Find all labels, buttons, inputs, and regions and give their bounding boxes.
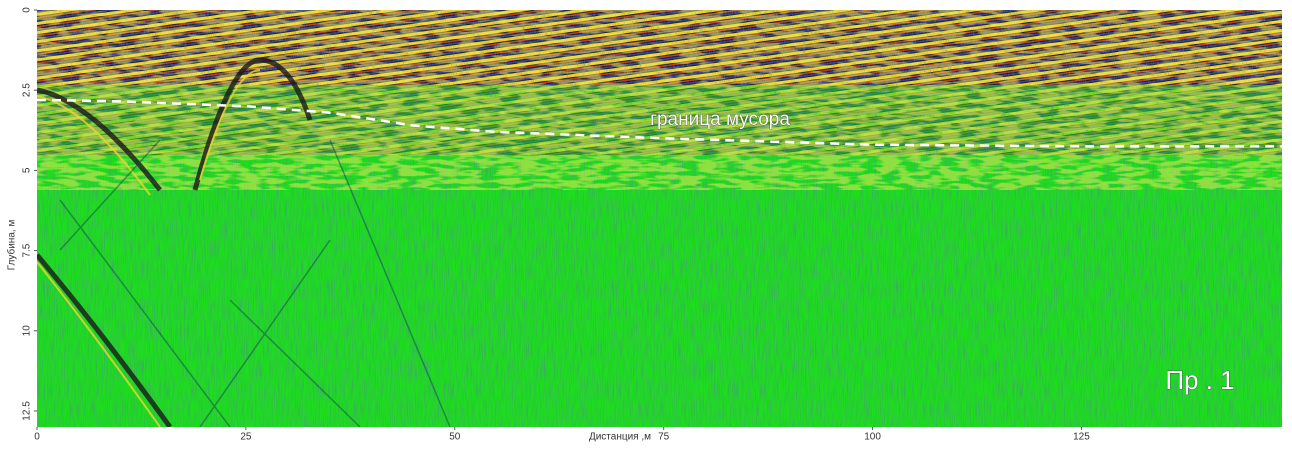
- x-tick-label: 0: [34, 432, 40, 443]
- y-tick-label: 5: [22, 167, 33, 173]
- x-axis-label: Дистанция ,м: [589, 432, 651, 443]
- x-tick-label: 25: [240, 432, 252, 443]
- x-tick-label: 125: [1073, 432, 1090, 443]
- annotation: Пр . 1: [1165, 365, 1234, 395]
- x-tick-label: 50: [449, 432, 461, 443]
- y-tick-label: 7.5: [22, 243, 33, 257]
- y-tick-label: 0: [22, 7, 33, 13]
- x-tick-label: 75: [658, 432, 670, 443]
- radargram: [37, 10, 1282, 427]
- y-tick-label: 10: [22, 325, 33, 337]
- y-tick-label: 12.5: [22, 401, 33, 421]
- y-axis-label: Глубина, м: [6, 220, 18, 271]
- annotation: граница мусора: [650, 109, 790, 130]
- x-tick-label: 100: [864, 432, 881, 443]
- y-tick-label: 2.5: [22, 83, 33, 97]
